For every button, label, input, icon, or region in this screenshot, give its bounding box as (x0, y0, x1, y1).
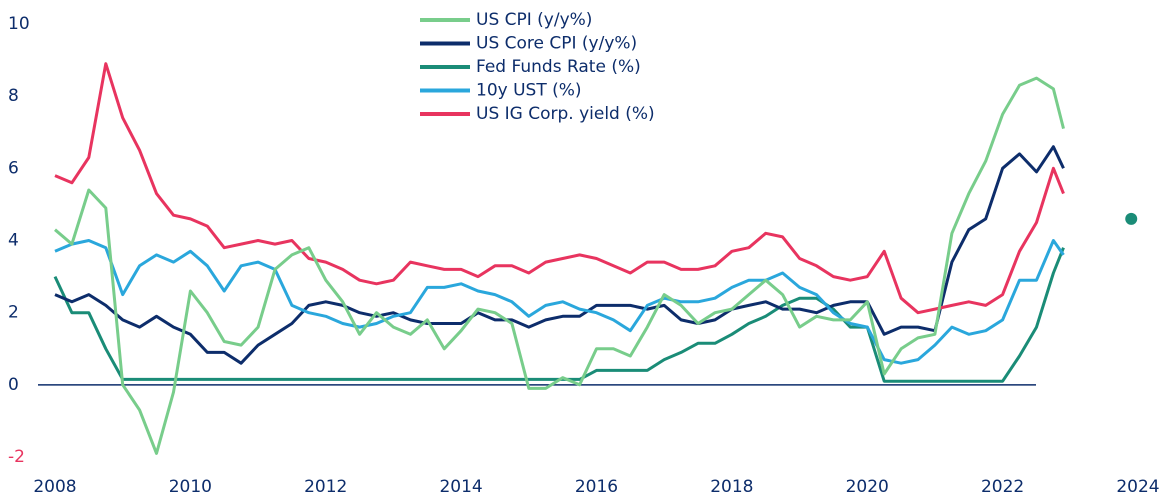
legend-label: 10y UST (%) (476, 81, 582, 101)
y-tick-label: 8 (8, 86, 19, 106)
x-tick-label: 2018 (710, 477, 753, 497)
y-tick-label: -2 (8, 447, 25, 467)
series-line (53, 247, 1065, 383)
x-tick-label: 2008 (33, 477, 76, 497)
y-tick-label: 2 (8, 303, 19, 323)
series-line (54, 145, 1065, 365)
y-tick-label: 10 (8, 14, 30, 34)
series-line (54, 76, 1065, 455)
x-tick-label: 2024 (1116, 477, 1159, 497)
legend-label: US IG Corp. yield (%) (476, 104, 655, 124)
y-tick-label: 6 (8, 158, 19, 178)
series-line (54, 62, 1065, 315)
x-tick-label: 2014 (439, 477, 482, 497)
x-tick-label: 2010 (169, 477, 212, 497)
legend-label: US Core CPI (y/y%) (476, 34, 637, 54)
legend-label: Fed Funds Rate (%) (476, 57, 641, 77)
projection-point (1125, 212, 1138, 225)
y-tick-label: 0 (8, 375, 19, 395)
legend-label: US CPI (y/y%) (476, 10, 592, 30)
x-tick-label: 2020 (846, 477, 889, 497)
x-tick-label: 2016 (575, 477, 618, 497)
x-tick-label: 2012 (304, 477, 347, 497)
x-tick-label: 2022 (981, 477, 1024, 497)
series-line (54, 239, 1065, 365)
y-tick-label: 4 (8, 231, 19, 251)
